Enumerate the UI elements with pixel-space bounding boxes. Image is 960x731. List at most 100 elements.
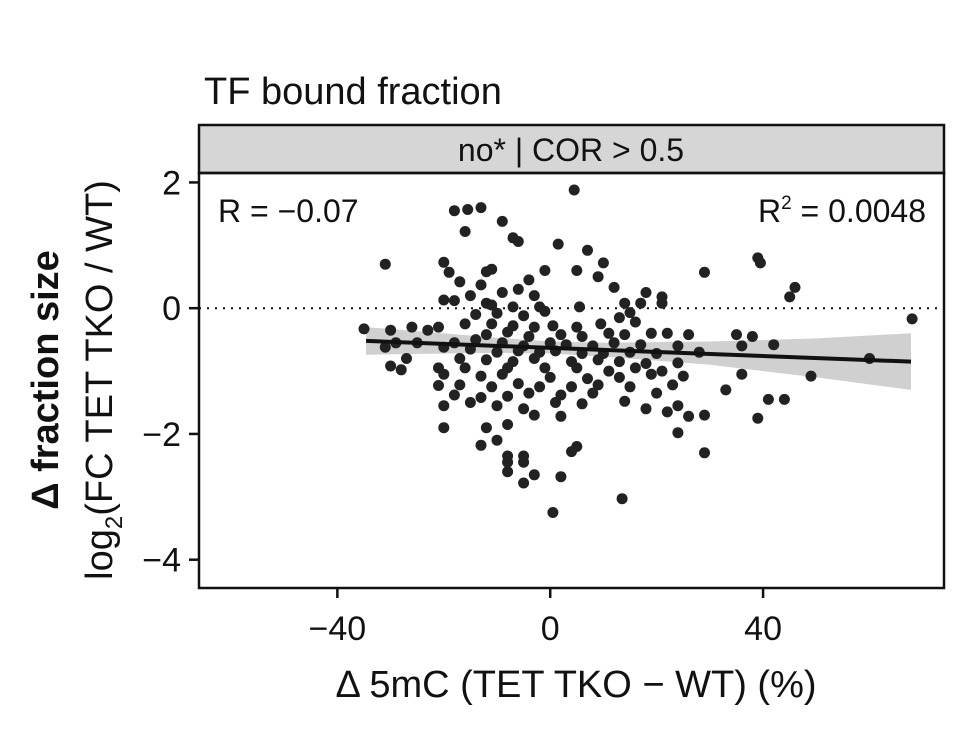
data-point <box>464 290 476 302</box>
data-point <box>539 265 551 276</box>
data-point <box>683 329 695 341</box>
data-point <box>475 392 487 403</box>
data-point <box>512 283 524 295</box>
data-point <box>470 309 482 320</box>
data-point <box>608 337 620 349</box>
data-point <box>595 318 607 330</box>
data-point <box>486 381 498 393</box>
data-point <box>906 313 918 325</box>
data-point <box>491 434 503 446</box>
data-point <box>640 403 652 415</box>
data-point <box>491 346 503 358</box>
data-point <box>459 226 471 237</box>
data-point <box>544 337 556 349</box>
data-point <box>624 307 636 319</box>
data-point <box>574 301 585 313</box>
data-point <box>480 329 492 341</box>
data-point <box>613 312 625 324</box>
data-point <box>629 362 641 374</box>
data-point <box>406 321 418 333</box>
data-point <box>491 307 503 319</box>
data-point <box>518 403 530 415</box>
data-point <box>635 339 647 351</box>
data-point <box>576 331 588 342</box>
facet-strip <box>197 123 946 175</box>
data-point <box>496 368 508 380</box>
y-tick-label: −4 <box>142 542 181 580</box>
data-point <box>789 281 801 293</box>
data-point <box>731 329 742 341</box>
data-point <box>502 466 514 478</box>
data-point <box>496 287 508 298</box>
data-point <box>576 398 588 410</box>
points-layer <box>358 184 918 518</box>
chart-title: TF bound fraction <box>204 71 502 113</box>
data-point <box>438 400 450 412</box>
data-point <box>475 439 487 451</box>
data-point <box>486 318 498 330</box>
data-point <box>555 329 567 341</box>
data-point <box>475 370 487 382</box>
data-point <box>699 447 710 459</box>
annotation-r: R = −0.07 <box>218 193 359 229</box>
data-point <box>629 316 641 328</box>
data-point <box>754 257 766 269</box>
data-point <box>547 320 559 332</box>
y-axis-label: log2(FC TET TKO / WT) <box>79 180 128 580</box>
data-point <box>385 360 397 372</box>
data-point <box>645 327 657 339</box>
data-point <box>640 287 652 298</box>
data-point <box>523 387 535 399</box>
data-point <box>571 362 583 374</box>
data-point <box>544 371 556 383</box>
data-point <box>640 358 652 369</box>
data-point <box>619 395 631 407</box>
x-axis: −40 0 40 <box>309 588 782 648</box>
data-point <box>502 326 514 338</box>
y-tick-label: 2 <box>162 164 181 202</box>
data-point <box>502 456 514 468</box>
annotation-r-squared: R2 = 0.0048 <box>758 193 926 229</box>
data-point <box>645 368 657 380</box>
data-point <box>592 379 604 391</box>
data-point <box>608 281 620 293</box>
data-point <box>422 324 434 336</box>
data-point <box>661 406 673 418</box>
plot-panel <box>197 171 946 590</box>
data-point <box>438 422 450 434</box>
data-point <box>566 381 577 393</box>
data-point <box>720 384 732 396</box>
data-point <box>619 329 631 341</box>
data-point <box>661 327 673 339</box>
data-point <box>502 390 514 402</box>
data-point <box>656 365 668 377</box>
y-tick-label: −2 <box>142 416 181 454</box>
data-point <box>571 265 583 276</box>
data-point <box>448 295 460 307</box>
data-point <box>805 370 817 382</box>
data-point <box>475 279 487 291</box>
data-point <box>459 362 471 374</box>
x-axis-label: Δ 5mC (TET TKO − WT) (%) <box>335 664 816 706</box>
data-point <box>470 334 482 346</box>
data-point <box>507 301 519 313</box>
data-point <box>512 236 524 247</box>
data-point <box>433 380 444 391</box>
data-point <box>672 357 684 369</box>
data-point <box>651 387 663 399</box>
data-point <box>784 291 796 303</box>
data-point <box>454 276 466 288</box>
data-point <box>518 477 530 489</box>
data-point <box>539 362 551 374</box>
data-point <box>491 400 503 412</box>
data-point <box>552 238 564 250</box>
data-point <box>555 471 567 483</box>
data-point <box>619 297 631 309</box>
data-point <box>597 257 609 269</box>
regression-line <box>366 338 912 364</box>
data-point <box>613 356 625 368</box>
data-point <box>528 409 540 421</box>
data-point <box>464 397 476 408</box>
data-point <box>746 331 758 342</box>
data-point <box>496 215 508 227</box>
